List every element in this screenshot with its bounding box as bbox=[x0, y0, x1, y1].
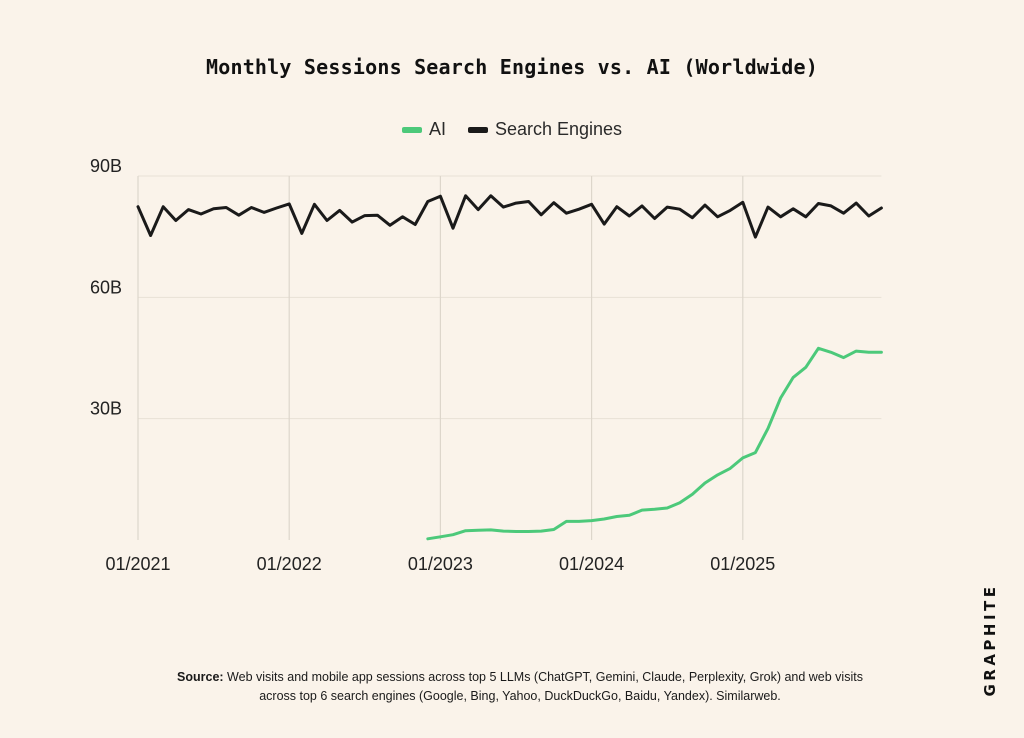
series-line-ai bbox=[426, 346, 883, 541]
x-tick-label-01-2021: 01/2021 bbox=[105, 554, 170, 574]
legend-item-ai[interactable]: AI bbox=[401, 119, 446, 140]
legend-label-search-engines: Search Engines bbox=[494, 119, 623, 139]
source-note: Source: Web visits and mobile app sessio… bbox=[160, 668, 880, 706]
y-tick-label-60B: 60B bbox=[90, 277, 122, 297]
legend-label-ai: AI bbox=[428, 119, 446, 139]
x-tick-label-01-2024: 01/2024 bbox=[559, 554, 624, 574]
x-tick-label-01-2025: 01/2025 bbox=[710, 554, 775, 574]
x-tick-label-01-2022: 01/2022 bbox=[257, 554, 322, 574]
brand-logo: GRAPHITE bbox=[981, 583, 999, 697]
y-tick-label-90B: 90B bbox=[90, 156, 122, 176]
chart-legend: AI Search Engines bbox=[0, 119, 1024, 140]
chart-title: Monthly Sessions Search Engines vs. AI (… bbox=[205, 55, 819, 79]
legend-item-search-engines[interactable]: Search Engines bbox=[467, 119, 623, 140]
series-line-search-engines bbox=[136, 194, 883, 239]
source-label: Source: bbox=[177, 670, 224, 684]
legend-swatch-ai bbox=[401, 126, 422, 133]
legend-swatch-search-engines bbox=[467, 126, 488, 133]
source-text: Web visits and mobile app sessions acros… bbox=[223, 670, 863, 703]
x-tick-label-01-2023: 01/2023 bbox=[408, 554, 473, 574]
y-tick-label-30B: 30B bbox=[90, 399, 122, 419]
